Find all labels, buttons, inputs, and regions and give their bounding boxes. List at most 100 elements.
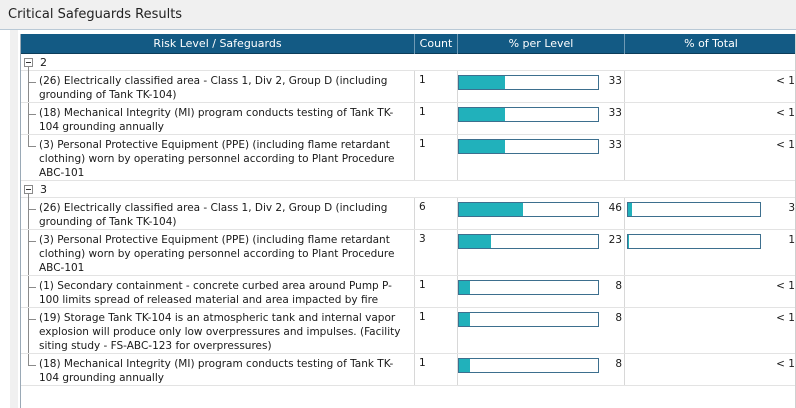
pct-per-level-fill xyxy=(459,359,471,372)
tree-connector xyxy=(28,194,29,198)
table-row[interactable]: (26) Electrically classified area - Clas… xyxy=(21,71,796,103)
count-value: 1 xyxy=(415,354,458,385)
pct-of-total-fill xyxy=(628,235,630,248)
pct-per-level-bar xyxy=(458,75,599,90)
table-row[interactable]: (18) Mechanical Integrity (MI) program c… xyxy=(21,354,796,386)
tree-connector xyxy=(28,67,29,71)
pct-of-total-cell: < 1 xyxy=(625,71,796,102)
tree-connector xyxy=(28,276,29,307)
count-value: 1 xyxy=(415,135,458,180)
pct-per-level-cell: 8 xyxy=(458,354,625,385)
group-row[interactable]: 3 xyxy=(21,181,796,198)
column-header-count[interactable]: Count xyxy=(415,34,458,54)
pct-per-level-cell: 46 xyxy=(458,198,625,229)
pct-per-level-fill xyxy=(459,281,471,294)
pct-of-total-value: < 1 xyxy=(776,139,795,151)
count-value: 6 xyxy=(415,198,458,229)
safeguard-name: (26) Electrically classified area - Clas… xyxy=(37,71,415,102)
pct-of-total-cell: 1 xyxy=(625,230,796,275)
table-row[interactable]: (19) Storage Tank TK-104 is an atmospher… xyxy=(21,308,796,354)
table-row[interactable]: (1) Secondary containment - concrete cur… xyxy=(21,276,796,308)
pct-of-total-value: < 1 xyxy=(776,75,795,87)
pct-per-level-bar xyxy=(458,358,599,373)
collapse-icon[interactable] xyxy=(24,185,33,194)
count-value: 1 xyxy=(415,71,458,102)
pct-of-total-value: < 1 xyxy=(776,280,795,292)
tree-connector xyxy=(28,319,36,320)
pct-of-total-value: < 1 xyxy=(776,107,795,119)
pct-per-level-bar xyxy=(458,202,599,217)
pct-per-level-cell: 8 xyxy=(458,276,625,307)
tree-connector xyxy=(28,103,29,134)
pct-per-level-bar xyxy=(458,139,599,154)
table-row[interactable]: (3) Personal Protective Equipment (PPE) … xyxy=(21,230,796,276)
tree-connector xyxy=(28,287,36,288)
safeguard-name: (3) Personal Protective Equipment (PPE) … xyxy=(37,135,415,180)
count-value: 3 xyxy=(415,230,458,275)
column-header-pct-total[interactable]: % of Total xyxy=(684,37,738,50)
pct-per-level-value: 33 xyxy=(608,107,622,119)
pct-per-level-value: 8 xyxy=(615,280,622,292)
pct-of-total-cell: < 1 xyxy=(625,354,796,385)
table-row[interactable]: (3) Personal Protective Equipment (PPE) … xyxy=(21,135,796,181)
tree-connector xyxy=(28,365,36,366)
safeguard-name: (18) Mechanical Integrity (MI) program c… xyxy=(37,354,415,385)
safeguard-name: (26) Electrically classified area - Clas… xyxy=(37,198,415,229)
safeguard-name: (19) Storage Tank TK-104 is an atmospher… xyxy=(37,308,415,353)
pct-of-total-value: 3 xyxy=(788,202,795,214)
safeguard-name: (3) Personal Protective Equipment (PPE) … xyxy=(37,230,415,275)
pct-of-total-cell: < 1 xyxy=(625,308,796,353)
pct-of-total-bar xyxy=(627,234,761,249)
pct-per-level-fill xyxy=(459,235,491,248)
panel-title: Critical Safeguards Results xyxy=(8,7,183,22)
pct-per-level-bar xyxy=(458,107,599,122)
pct-per-level-value: 46 xyxy=(608,202,622,214)
pct-of-total-cell: < 1 xyxy=(625,103,796,134)
tree-connector xyxy=(28,114,36,115)
table-row[interactable]: (18) Mechanical Integrity (MI) program c… xyxy=(21,103,796,135)
panel-title-bar: Critical Safeguards Results xyxy=(0,0,796,30)
tree-connector xyxy=(28,198,29,229)
pct-of-total-value: < 1 xyxy=(776,312,795,324)
tree-connector xyxy=(28,354,29,366)
tree-connector xyxy=(28,71,29,102)
pct-per-level-cell: 33 xyxy=(458,103,625,134)
pct-per-level-value: 33 xyxy=(608,139,622,151)
pct-of-total-fill xyxy=(628,203,632,216)
pct-per-level-value: 23 xyxy=(608,234,622,246)
tree-connector xyxy=(28,146,36,147)
count-value: 1 xyxy=(415,276,458,307)
pct-per-level-fill xyxy=(459,76,505,89)
pct-per-level-fill xyxy=(459,313,471,326)
table-row[interactable]: (26) Electrically classified area - Clas… xyxy=(21,198,796,230)
pct-per-level-value: 8 xyxy=(615,358,622,370)
group-label: 3 xyxy=(40,183,47,196)
pct-of-total-bar xyxy=(627,202,761,217)
pct-of-total-value: < 1 xyxy=(776,358,795,370)
pct-per-level-fill xyxy=(459,108,505,121)
pct-per-level-cell: 33 xyxy=(458,135,625,180)
pct-per-level-cell: 8 xyxy=(458,308,625,353)
grid-rows: 2 (26) Electrically classified area - Cla… xyxy=(21,54,796,386)
group-label: 2 xyxy=(40,56,47,69)
column-header-pct-level[interactable]: % per Level xyxy=(458,34,625,54)
count-value: 1 xyxy=(415,308,458,353)
tree-connector xyxy=(28,82,36,83)
results-grid: Risk Level / Safeguards Count % per Leve… xyxy=(20,34,796,408)
pct-per-level-bar xyxy=(458,280,599,295)
pct-per-level-cell: 23 xyxy=(458,230,625,275)
pct-per-level-bar xyxy=(458,234,599,249)
column-header-risk[interactable]: Risk Level / Safeguards xyxy=(21,34,415,54)
pct-per-level-fill xyxy=(459,140,505,153)
safeguard-name: (1) Secondary containment - concrete cur… xyxy=(37,276,415,307)
group-row[interactable]: 2 xyxy=(21,54,796,71)
grid-header: Risk Level / Safeguards Count % per Leve… xyxy=(21,34,796,54)
count-value: 1 xyxy=(415,103,458,134)
safeguard-name: (18) Mechanical Integrity (MI) program c… xyxy=(37,103,415,134)
pct-per-level-fill xyxy=(459,203,523,216)
tree-connector xyxy=(28,209,36,210)
pct-of-total-cell: < 1 xyxy=(625,276,796,307)
pct-per-level-value: 8 xyxy=(615,312,622,324)
tree-connector xyxy=(28,135,29,147)
collapse-icon[interactable] xyxy=(24,58,33,67)
